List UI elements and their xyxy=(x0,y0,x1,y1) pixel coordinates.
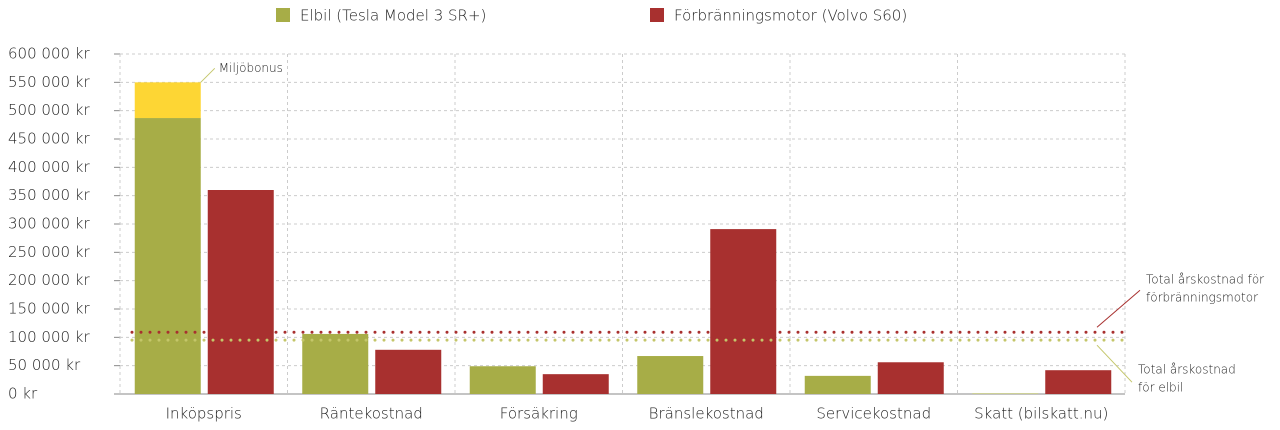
bar xyxy=(804,375,871,394)
annotation-leader xyxy=(200,67,216,83)
bar xyxy=(302,333,369,394)
bar xyxy=(207,190,274,394)
y-tick-label: 200 000 kr xyxy=(8,271,90,289)
annotation-leader xyxy=(1096,289,1141,328)
bar xyxy=(542,374,609,394)
legend-swatch xyxy=(650,8,664,22)
y-tick-label: 250 000 kr xyxy=(8,243,90,261)
y-tick-label: 300 000 kr xyxy=(8,215,90,233)
bar xyxy=(637,356,704,394)
y-tick-label: 600 000 kr xyxy=(8,45,90,63)
x-tick-label: Skatt (bilskatt.nu) xyxy=(974,405,1108,423)
annotation: Total årskostnad xyxy=(1138,363,1236,377)
legend-label: Elbil (Tesla Model 3 SR+) xyxy=(300,7,486,25)
annotation-leader xyxy=(1096,344,1133,383)
x-tick-label: Försäkring xyxy=(500,405,578,423)
legend-swatch xyxy=(276,8,290,22)
x-tick-label: Servicekostnad xyxy=(816,405,931,423)
y-tick-label: 500 000 kr xyxy=(8,101,90,119)
bonus-bar xyxy=(134,82,201,119)
bar xyxy=(469,366,536,394)
y-tick-label: 550 000 kr xyxy=(8,73,90,91)
y-tick-label: 150 000 kr xyxy=(8,300,90,318)
x-tick-label: Räntekostnad xyxy=(320,405,423,423)
bar xyxy=(972,393,1039,394)
y-tick-label: 400 000 kr xyxy=(8,158,90,176)
legend-label: Förbränningsmotor (Volvo S60) xyxy=(674,7,907,25)
annotation: Miljöbonus xyxy=(219,61,283,75)
annotation: förbränningsmotor xyxy=(1146,291,1258,305)
annotation: för elbil xyxy=(1138,381,1183,395)
bar xyxy=(877,362,944,394)
x-tick-label: Bränslekostnad xyxy=(649,405,764,423)
y-tick-label: 50 000 kr xyxy=(8,356,81,374)
bar xyxy=(375,349,442,394)
bar xyxy=(710,229,777,394)
annotation: Total årskostnad för xyxy=(1146,273,1264,287)
bar xyxy=(134,118,201,395)
x-tick-label: Inköpspris xyxy=(166,405,242,423)
bar xyxy=(1045,370,1112,394)
y-tick-label: 350 000 kr xyxy=(8,186,90,204)
y-tick-label: 450 000 kr xyxy=(8,130,90,148)
y-tick-label: 0 kr xyxy=(8,385,38,403)
y-tick-label: 100 000 kr xyxy=(8,328,90,346)
